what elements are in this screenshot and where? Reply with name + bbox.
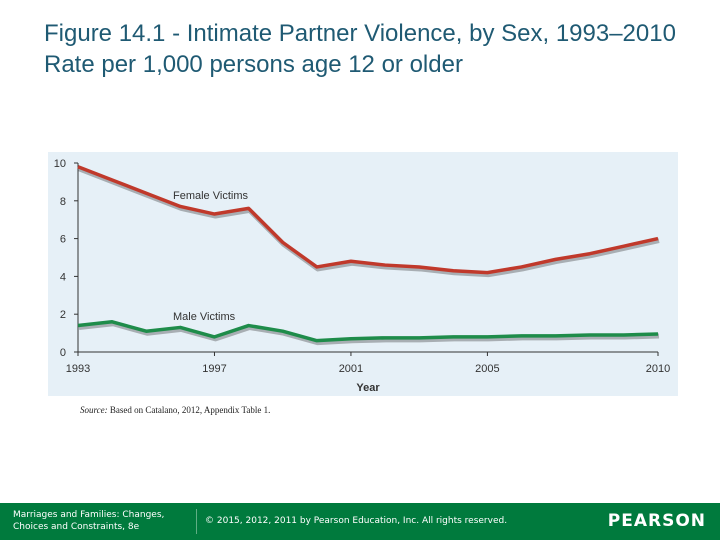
chart-panel: 0 2 4 6 8 10 1993 1997 2001 2005 2010 Year Female Vi… [48,152,678,396]
source-text: Based on Catalano, 2012, Appendix Table … [107,405,271,415]
x-tick-label: 2001 [339,363,363,375]
footer-divider [196,509,197,534]
source-label: Source: [80,405,108,415]
y-tick-label: 8 [60,196,66,208]
line-chart: 0 2 4 6 8 10 1993 1997 2001 2005 2010 Year Female Vi… [54,158,670,394]
footer-copyright: © 2015, 2012, 2011 by Pearson Education,… [205,516,508,526]
x-tick-label: 2005 [475,363,499,375]
y-tick-label: 10 [54,158,66,170]
slide-title: Figure 14.1 - Intimate Partner Violence,… [44,20,676,78]
x-tick-label: 1993 [66,363,90,375]
footer-book-title: Marriages and Families: Changes, Choices… [13,509,193,533]
series-line-shadow [78,166,660,278]
footer-bar: Marriages and Families: Changes, Choices… [0,503,720,540]
x-tick-label: 1997 [202,363,226,375]
y-tick-label: 2 [60,309,66,321]
series-line-shadow [78,321,660,346]
y-tick-label: 4 [60,271,66,283]
y-tick-label: 6 [60,234,66,246]
x-axis-label: Year [356,382,380,394]
series-label-female: Female Victims [173,190,248,202]
x-tick-label: 2010 [646,363,670,375]
footer-book-line-1: Marriages and Families: Changes, [13,510,165,520]
pearson-logo: PEARSON [607,511,706,531]
series-label-male: Male Victims [173,311,236,323]
series-line-female [77,165,659,275]
series-line-male [77,320,659,343]
y-tick-label: 0 [60,347,66,359]
source-note: Source: Based on Catalano, 2012, Appendi… [80,405,270,415]
footer-book-line-2: Choices and Constraints, 8e [13,522,140,532]
